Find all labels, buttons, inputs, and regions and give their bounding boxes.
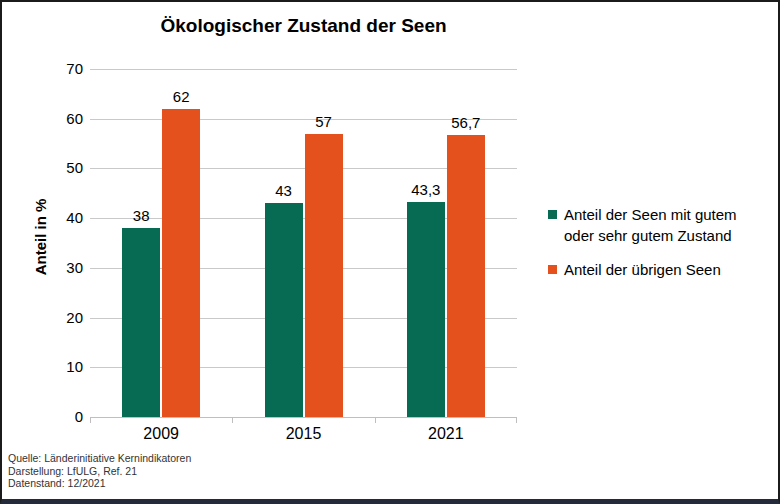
y-tick-label: 30 (37, 259, 83, 277)
bar-2015-orange (305, 134, 343, 417)
bar-value-label: 57 (292, 113, 356, 131)
legend-item-other-lakes: Anteil der übrigen Seen (548, 259, 721, 280)
x-tick-label-2009: 2009 (101, 425, 221, 443)
y-tick-label: 0 (37, 408, 83, 426)
y-tick-label: 70 (37, 60, 83, 78)
x-tick-label-2021: 2021 (386, 425, 506, 443)
plot-area: 010203040506070386220094357201543,356,72… (90, 69, 517, 418)
chart-window: Ökologischer Zustand der Seen Anteil in … (0, 0, 780, 504)
gridline (90, 69, 517, 70)
footer-data-date: Datenstand: 12/2021 (8, 477, 191, 490)
legend-label: Anteil der übrigen Seen (564, 259, 721, 280)
bar-2015-green (265, 203, 303, 417)
footer-notes: Quelle: Länderinitiative Kernindikatoren… (8, 452, 191, 490)
bar-2009-green (122, 228, 160, 417)
y-tick-label: 10 (37, 358, 83, 376)
x-axis-tick (516, 418, 517, 423)
bar-value-label: 56,7 (434, 114, 498, 132)
bar-value-label: 62 (149, 88, 213, 106)
y-tick-label: 20 (37, 309, 83, 327)
legend-item-good-state: Anteil der Seen mit gutem oder sehr gute… (548, 204, 737, 246)
x-tick-label-2015: 2015 (244, 425, 364, 443)
footer-source: Quelle: Länderinitiative Kernindikatoren (8, 452, 191, 465)
footer-presentation: Darstellung: LfULG, Ref. 21 (8, 465, 191, 478)
chart-title: Ökologischer Zustand der Seen (90, 15, 517, 37)
legend-swatch-green (548, 210, 557, 219)
bar-2021-green (407, 202, 445, 417)
legend-swatch-orange (548, 265, 557, 274)
y-tick-label: 60 (37, 110, 83, 128)
y-axis-title: Anteil in % (32, 167, 52, 307)
x-axis-tick (90, 418, 91, 423)
legend-label: Anteil der Seen mit gutem oder sehr gute… (564, 204, 737, 246)
x-axis-tick (375, 418, 376, 423)
bar-2021-orange (447, 135, 485, 417)
y-tick-label: 50 (37, 159, 83, 177)
x-axis-tick (232, 418, 233, 423)
bar-2009-orange (162, 109, 200, 417)
y-tick-label: 40 (37, 209, 83, 227)
